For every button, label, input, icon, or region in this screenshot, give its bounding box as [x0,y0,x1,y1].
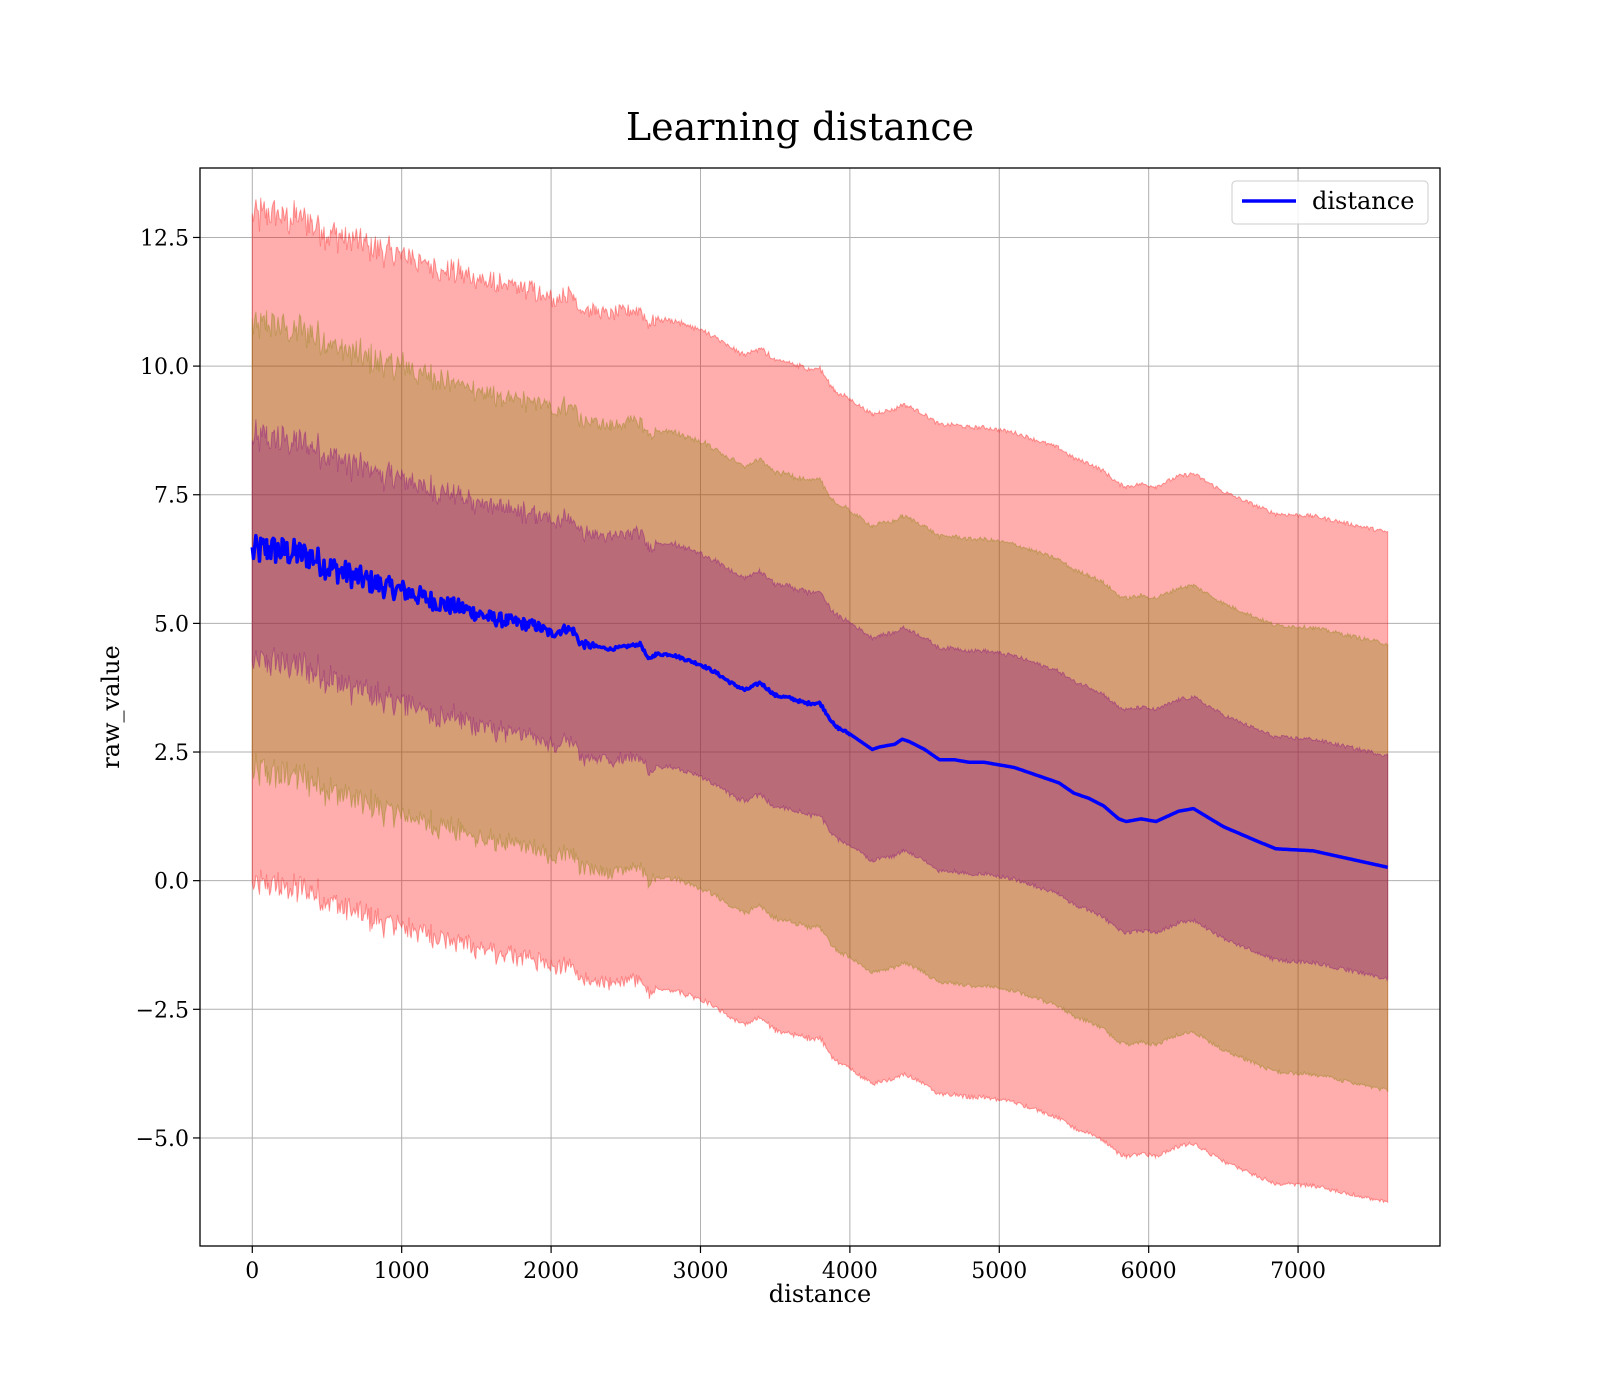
chart-title: Learning distance [626,105,974,149]
y-axis-label: raw_value [97,645,125,769]
x-tick-label: 4000 [822,1259,878,1284]
y-tick-label: 2.5 [154,741,189,766]
x-tick-label: 3000 [672,1259,728,1284]
series-lines [250,533,1389,870]
x-tick-label: 1000 [374,1259,430,1284]
plot-frame [199,167,1441,1247]
legend: distance [1231,180,1429,225]
x-axis-label: distance [769,1280,871,1308]
x-tick-label: 2000 [523,1259,579,1284]
x-tick-label: 5000 [971,1259,1027,1284]
y-tick-label: 7.5 [154,484,189,509]
x-tick-label: 0 [245,1259,259,1284]
series-line-distance [250,533,1389,870]
y-tick-label: 10.0 [140,355,189,380]
y-axis-ticks: −5.0 −2.5 0.0 2.5 5.0 7.5 10.0 12.5 [136,226,200,1152]
band-1-sigma [251,419,1389,982]
plot-area [199,167,1441,1247]
legend-box [1231,180,1429,225]
y-tick-label: 5.0 [154,612,189,637]
y-tick-label: −5.0 [136,1127,189,1152]
legend-label-distance: distance [1312,187,1414,215]
y-tick-label: −2.5 [136,998,189,1023]
grid [200,168,1440,1246]
band-3-sigma [251,197,1389,1204]
x-tick-label: 6000 [1121,1259,1177,1284]
x-axis-ticks: 0 1000 2000 3000 4000 5000 6000 7000 [245,1246,1326,1284]
y-tick-label: 0.0 [154,870,189,895]
x-tick-label: 7000 [1270,1259,1326,1284]
y-tick-label: 12.5 [140,226,189,251]
